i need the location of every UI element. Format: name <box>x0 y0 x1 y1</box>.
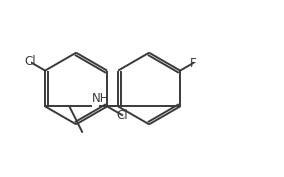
Text: NH: NH <box>92 92 109 105</box>
Text: F: F <box>190 57 197 70</box>
Text: Cl: Cl <box>116 109 128 122</box>
Text: Cl: Cl <box>24 55 36 68</box>
